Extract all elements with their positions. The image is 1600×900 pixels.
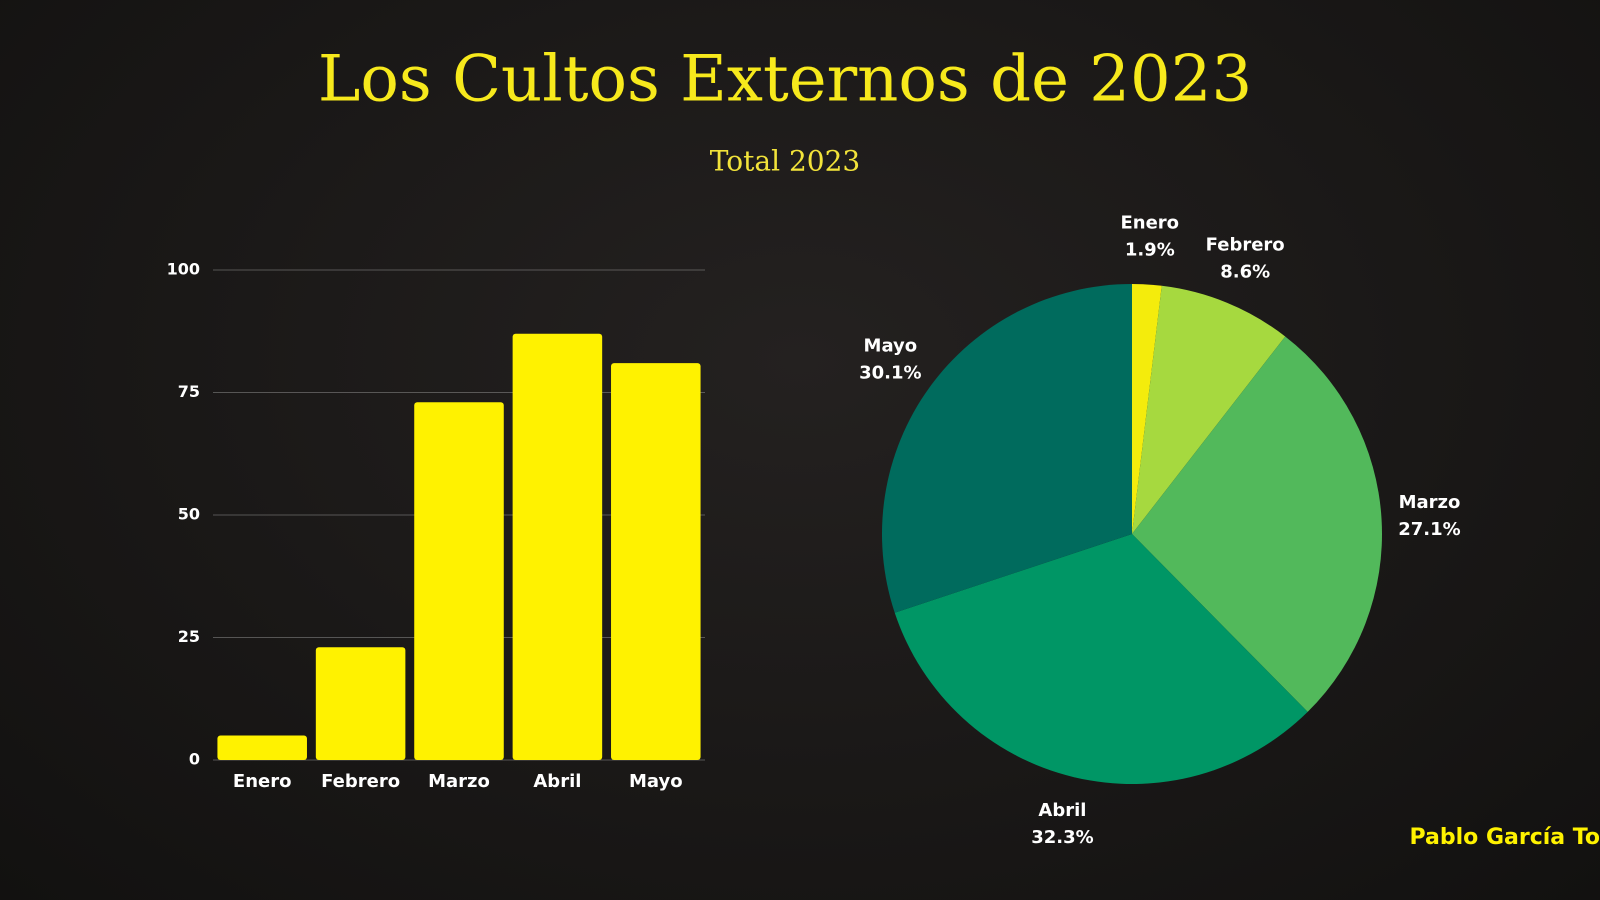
y-tick-label: 0 <box>189 750 200 769</box>
slice-label: Abril <box>1038 800 1086 821</box>
pie-slice <box>1132 284 1162 534</box>
x-tick-label: Febrero <box>321 771 400 792</box>
y-tick-label: 50 <box>178 505 200 524</box>
x-tick-label: Marzo <box>428 771 490 792</box>
pie-slice <box>1132 285 1286 534</box>
pie-slice <box>1132 336 1382 712</box>
author: Pablo García To <box>1410 825 1600 850</box>
bar <box>611 363 701 760</box>
slice-label: Febrero <box>1206 234 1285 255</box>
slice-label: Mayo <box>864 336 918 357</box>
slice-value-label: 8.6% <box>1220 261 1270 282</box>
page-subtitle: Total 2023 <box>710 145 860 178</box>
bar <box>315 647 406 760</box>
page-title: Los Cultos Externos de 2023 <box>318 43 1252 117</box>
slice-label: Marzo <box>1399 492 1461 513</box>
slice-value-label: 30.1% <box>859 363 921 384</box>
y-tick-label: 25 <box>178 627 200 646</box>
y-tick-label: 100 <box>167 260 200 279</box>
bar <box>512 333 603 760</box>
bar <box>217 735 307 760</box>
pie-slice <box>894 534 1308 785</box>
x-tick-label: Abril <box>533 771 581 792</box>
slice-value-label: 1.9% <box>1125 240 1175 261</box>
pie-slice <box>881 283 1132 613</box>
x-tick-label: Enero <box>233 771 292 792</box>
slice-value-label: 27.1% <box>1398 519 1460 540</box>
slice-value-label: 32.3% <box>1031 827 1093 848</box>
slice-label: Enero <box>1120 213 1179 234</box>
x-tick-label: Mayo <box>629 771 683 792</box>
y-tick-label: 75 <box>178 382 200 401</box>
bar <box>414 402 504 760</box>
